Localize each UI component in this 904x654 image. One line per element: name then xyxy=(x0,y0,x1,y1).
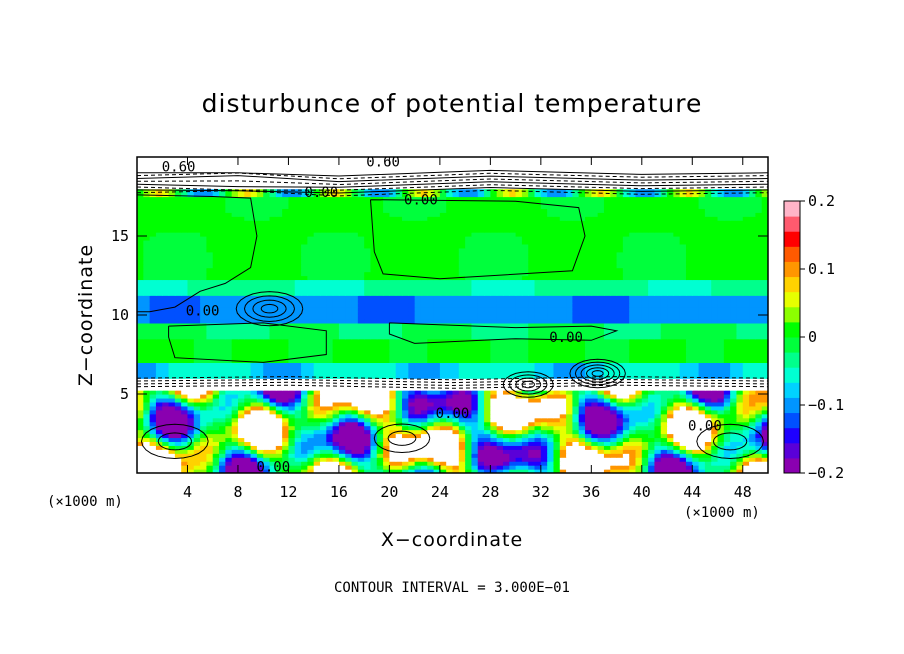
colorbar-tick-label: 0.1 xyxy=(808,260,835,278)
contour-label: 0.00 xyxy=(549,330,583,346)
x-unit-left: (×1000 m) xyxy=(47,494,123,510)
colorbar-swatch xyxy=(784,412,800,429)
colorbar-swatch xyxy=(784,352,800,368)
x-tick-label: 24 xyxy=(431,483,449,501)
x-tick-label: 44 xyxy=(683,483,701,501)
contour-label: 0.00 xyxy=(186,303,220,319)
colorbar-swatch xyxy=(784,321,800,338)
contour-label: 0.00 xyxy=(304,185,338,201)
y-tick-label: 10 xyxy=(111,306,129,324)
contour-label: 0.00 xyxy=(256,460,290,476)
colorbar-tick-label: −0.2 xyxy=(808,464,844,482)
colorbar: 0.2 0.1 0 −0.1 −0.2 xyxy=(783,192,844,482)
contour-interval-note: CONTOUR INTERVAL = 3.000E−01 xyxy=(334,580,570,596)
x-tick-label: 36 xyxy=(582,483,600,501)
y-axis: 5 10 15 xyxy=(111,227,768,403)
colorbar-swatch xyxy=(784,382,800,398)
contour-label: 0.00 xyxy=(436,406,470,422)
colorbar-swatch xyxy=(784,291,800,308)
colorbar-swatch xyxy=(784,427,800,444)
colorbar-swatch xyxy=(784,261,800,278)
colorbar-swatch xyxy=(784,231,800,247)
x-axis: 4 8 12 16 20 24 28 32 36 40 44 48 xyxy=(183,157,752,501)
contour-label: 0.00 xyxy=(404,193,438,209)
contour-label: 0.00 xyxy=(688,419,722,435)
y-axis-label: Z−coordinate xyxy=(75,244,97,386)
colorbar-tick-label: 0 xyxy=(808,328,817,346)
contour-label: 0.60 xyxy=(366,155,400,171)
x-tick-label: 8 xyxy=(233,483,242,501)
colorbar-swatch xyxy=(784,397,800,414)
colorbar-swatch xyxy=(784,276,800,293)
x-tick-label: 12 xyxy=(279,483,297,501)
x-tick-label: 32 xyxy=(532,483,550,501)
x-tick-label: 16 xyxy=(330,483,348,501)
colorbar-tick-label: 0.2 xyxy=(808,192,835,210)
colorbar-swatch xyxy=(784,457,800,474)
x-tick-label: 48 xyxy=(734,483,752,501)
x-unit-right: (×1000 m) xyxy=(684,505,760,521)
colorbar-swatch xyxy=(784,367,800,383)
heatmap-field: 0.60 0.60 0.00 0.00 0.00 0.00 0.00 0.00 0.00 xyxy=(137,155,768,476)
colorbar-swatch xyxy=(784,306,800,323)
x-tick-label: 20 xyxy=(380,483,398,501)
y-tick-label: 5 xyxy=(120,385,129,403)
chart-title: disturbunce of potential temperature xyxy=(202,89,703,118)
colorbar-tick-label: −0.1 xyxy=(808,396,844,414)
colorbar-swatch xyxy=(784,337,800,353)
x-axis-label: X−coordinate xyxy=(381,529,523,551)
contour-label: 0.60 xyxy=(162,160,196,176)
colorbar-swatch xyxy=(784,246,800,262)
x-tick-label: 40 xyxy=(633,483,651,501)
colorbar-swatch xyxy=(784,201,800,217)
x-tick-label: 28 xyxy=(481,483,499,501)
x-tick-label: 4 xyxy=(183,483,192,501)
colorbar-swatch xyxy=(784,442,800,459)
y-tick-label: 15 xyxy=(111,227,129,245)
colorbar-swatch xyxy=(784,216,800,232)
